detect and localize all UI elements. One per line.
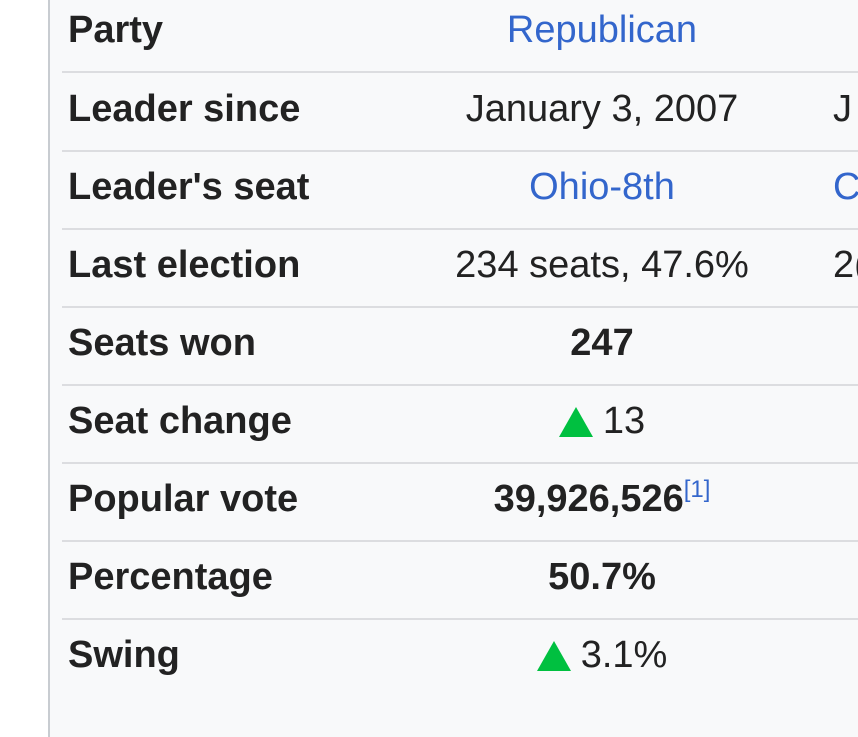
row-leader-since: Leader since January 3, 2007 J — [62, 73, 858, 152]
citation-link[interactable]: [1] — [683, 476, 711, 503]
row-label: Last election — [68, 244, 301, 286]
row-label: Leader's seat — [68, 166, 310, 208]
next-column-peek: 2( — [833, 244, 858, 286]
swing-cell: 3.1% — [427, 619, 777, 696]
row-percentage: Percentage 50.7% — [62, 541, 858, 620]
row-label: Popular vote — [68, 478, 299, 520]
popular-vote-value: 39,926,526 — [493, 478, 684, 520]
seat-change-value: 13 — [602, 400, 646, 442]
last-election-value: 234 seats, 47.6% — [455, 244, 749, 286]
seats-won-value: 247 — [570, 322, 634, 364]
row-label: Seat change — [68, 400, 292, 442]
leader-seat-link[interactable]: Ohio-8th — [529, 166, 675, 208]
party-link[interactable]: Republican — [506, 9, 698, 51]
row-seats-won: Seats won 247 — [62, 307, 858, 386]
swing-value: 3.1% — [580, 634, 668, 676]
popular-vote-cell: 39,926,526[1] — [427, 463, 777, 540]
increase-triangle-icon — [558, 407, 593, 437]
increase-triangle-icon — [536, 641, 571, 671]
infobox-panel: Party Republican Leader since January 3,… — [48, 0, 858, 737]
row-label: Seats won — [68, 322, 256, 364]
row-label: Percentage — [68, 556, 273, 598]
row-popular-vote: Popular vote 39,926,526[1] — [62, 463, 858, 542]
row-swing: Swing 3.1% — [62, 619, 858, 696]
row-leader-seat: Leader's seat Ohio-8th C — [62, 151, 858, 230]
row-party: Party Republican — [62, 0, 858, 73]
row-label: Swing — [68, 634, 180, 676]
next-column-peek: J — [833, 88, 852, 130]
row-label: Party — [68, 9, 164, 51]
seat-change-cell: 13 — [427, 385, 777, 462]
row-last-election: Last election 234 seats, 47.6% 2( — [62, 229, 858, 308]
next-column-peek-link[interactable]: C — [833, 166, 858, 208]
row-label: Leader since — [68, 88, 301, 130]
percentage-value: 50.7% — [548, 556, 656, 598]
leader-since-value: January 3, 2007 — [465, 88, 739, 130]
row-seat-change: Seat change 13 — [62, 385, 858, 464]
